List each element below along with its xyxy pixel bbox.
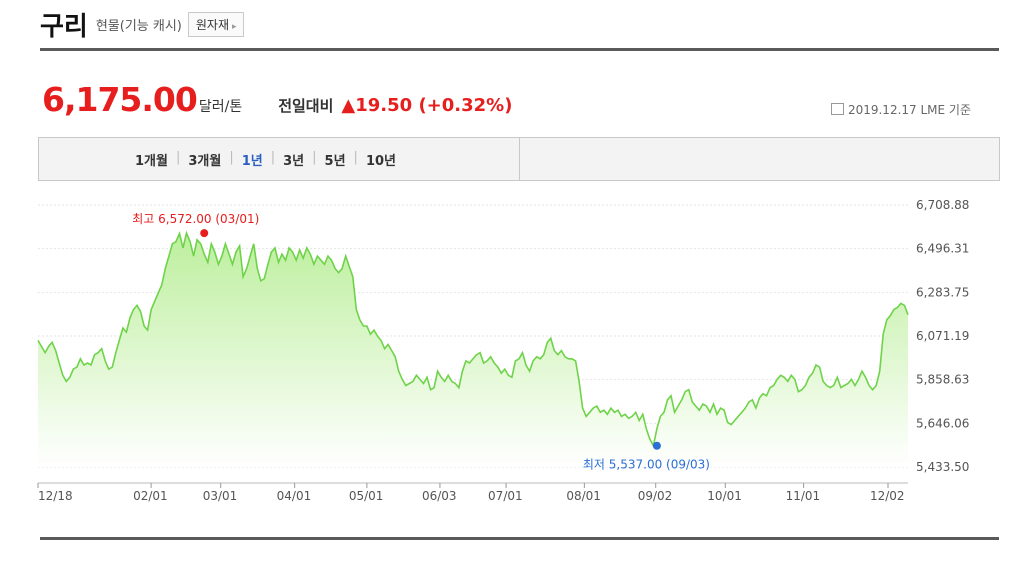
period-tabs: 1개월 | 3개월 | 1년 | 3년 | 5년 | 10년 <box>38 137 1000 181</box>
x-tick-label: 10/01 <box>707 489 742 503</box>
change-label: 전일대비 <box>278 97 334 115</box>
tab-3개월[interactable]: 3개월 <box>188 154 222 169</box>
tabs-divider <box>519 138 520 180</box>
price-summary: 6,175.00 달러/톤 전일대비 ▲19.50 (+0.32%) <box>42 80 512 119</box>
price-area <box>38 233 908 467</box>
reference-date-text: 2019.12.17 LME 기준 <box>847 103 971 117</box>
y-tick-label: 5,646.06 <box>916 416 969 430</box>
x-tick-label: 05/01 <box>349 489 384 503</box>
period-tab-list: 1개월 | 3개월 | 1년 | 3년 | 5년 | 10년 <box>135 150 396 169</box>
category-button[interactable]: 원자재 ▸ <box>187 11 244 37</box>
x-tick-label: 11/01 <box>786 489 821 503</box>
y-tick-label: 6,496.31 <box>916 242 969 256</box>
tab-1개월[interactable]: 1개월 <box>135 154 168 169</box>
high-point <box>200 229 209 238</box>
x-tick-label: 07/01 <box>488 489 523 503</box>
header-divider <box>40 48 999 51</box>
current-price: 6,175.00 <box>42 80 198 119</box>
price-change: ▲19.50 (+0.32%) <box>341 95 513 116</box>
x-tick-label: 08/01 <box>566 489 601 503</box>
x-tick-label: 06/03 <box>422 489 457 503</box>
high-label: 최고 6,572.00 (03/01) <box>132 212 259 226</box>
commodity-subtitle: 현물(기능 캐시) <box>95 18 182 34</box>
page-header: 구리 현물(기능 캐시) 원자재 ▸ <box>40 6 244 42</box>
tab-3년[interactable]: 3년 <box>283 154 305 169</box>
tab-separator: | <box>270 150 276 165</box>
tab-separator: | <box>312 150 317 165</box>
reference-date: 2019.12.17 LME 기준 <box>830 101 971 118</box>
tab-10년[interactable]: 10년 <box>365 154 396 169</box>
footer-divider <box>40 537 999 540</box>
x-tick-label: 12/18 <box>38 489 73 503</box>
price-unit: 달러/톤 <box>198 99 243 115</box>
chevron-right-icon: ▸ <box>232 21 237 32</box>
commodity-name: 구리 <box>40 11 88 42</box>
y-tick-label: 6,071.19 <box>916 329 969 343</box>
low-label: 최저 5,537.00 (09/03) <box>583 458 710 472</box>
tab-5년[interactable]: 5년 <box>324 154 346 169</box>
price-line <box>37 230 909 449</box>
category-button-label: 원자재 <box>195 17 230 32</box>
x-tick-label: 02/01 <box>133 489 168 503</box>
tab-separator: | <box>175 150 181 165</box>
y-tick-label: 5,433.50 <box>916 460 969 474</box>
y-tick-label: 5,858.63 <box>916 373 969 387</box>
tab-separator: | <box>229 150 234 165</box>
low-point <box>652 441 661 450</box>
tab-1년[interactable]: 1년 <box>241 154 263 169</box>
calendar-icon <box>830 103 844 115</box>
x-tick-label: 09/02 <box>638 489 673 503</box>
tab-separator: | <box>353 150 358 165</box>
y-tick-label: 6,708.88 <box>916 198 969 212</box>
x-tick-label: 12/02 <box>870 489 905 503</box>
x-tick-label: 04/01 <box>277 489 312 503</box>
x-tick-label: 03/01 <box>203 489 238 503</box>
y-tick-label: 6,283.75 <box>916 285 969 299</box>
